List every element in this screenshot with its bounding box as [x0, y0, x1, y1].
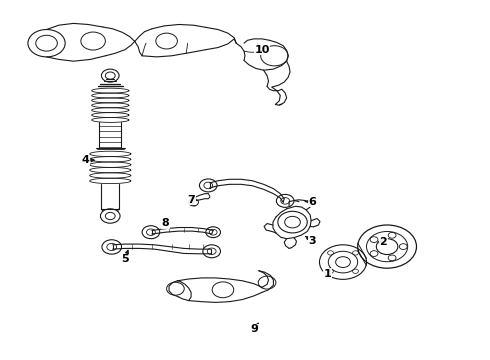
Text: 5: 5: [121, 250, 129, 264]
Text: 6: 6: [305, 197, 317, 207]
Text: 7: 7: [187, 195, 195, 205]
Text: 8: 8: [162, 218, 170, 228]
Text: 4: 4: [82, 155, 95, 165]
Text: 9: 9: [251, 323, 259, 334]
Text: 2: 2: [379, 237, 387, 247]
Text: 1: 1: [323, 268, 331, 279]
Text: 3: 3: [306, 236, 317, 246]
Text: 10: 10: [254, 44, 270, 55]
